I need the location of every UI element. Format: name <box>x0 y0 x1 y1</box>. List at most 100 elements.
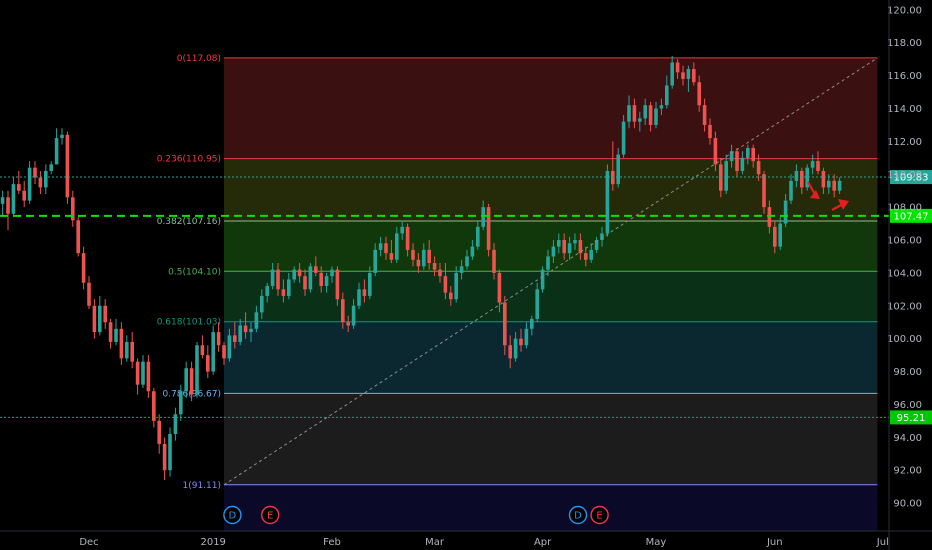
candle-body <box>292 269 296 280</box>
candle <box>22 180 26 208</box>
candle-body <box>578 240 583 254</box>
candle-body <box>557 240 561 247</box>
candle <box>319 266 323 293</box>
candle <box>832 174 836 198</box>
candle <box>141 355 145 388</box>
candle <box>168 427 172 477</box>
candle <box>562 233 566 260</box>
candle-body <box>638 118 642 122</box>
event-marker-letter: E <box>596 511 602 522</box>
candle <box>659 98 664 116</box>
trend-line[interactable] <box>223 57 878 486</box>
candle <box>157 414 161 454</box>
candle-body <box>216 332 221 346</box>
candle <box>713 131 718 171</box>
candle <box>524 322 529 349</box>
candle-body <box>470 246 475 257</box>
earnings-marker[interactable]: E <box>261 505 280 525</box>
time-tick-label: Feb <box>323 537 341 548</box>
candle <box>179 384 183 421</box>
candle-body <box>141 361 145 385</box>
candle <box>238 318 242 346</box>
candle-body <box>832 180 836 191</box>
candle-body <box>92 305 97 333</box>
candle <box>751 144 755 168</box>
candle-body <box>670 62 674 86</box>
candle-body <box>189 368 194 395</box>
earnings-marker[interactable]: E <box>590 505 609 525</box>
candle <box>416 253 421 273</box>
candle <box>389 240 394 264</box>
candle-body <box>794 170 799 181</box>
candle-body <box>546 256 550 270</box>
candle <box>778 217 782 250</box>
candle-body <box>162 443 167 471</box>
candle-body <box>98 305 102 333</box>
candle <box>600 226 604 247</box>
candle-body <box>125 341 129 359</box>
candle <box>270 263 275 290</box>
candle <box>135 358 140 395</box>
price-axis-background <box>889 0 932 550</box>
candle-body <box>724 161 728 191</box>
candle-body <box>270 269 275 287</box>
candle-body <box>324 276 329 287</box>
candle <box>130 332 134 369</box>
candle-body <box>351 305 356 326</box>
price-axis[interactable]: 109.83 107.47 95.21 90.00 92.00 94.00 96.00 98.… <box>887 0 932 550</box>
candle-body <box>395 233 399 260</box>
dividend-marker[interactable]: D <box>223 505 242 525</box>
candle-body <box>416 259 421 267</box>
fib-zone-0.5 <box>224 271 878 322</box>
candle-body <box>297 269 302 277</box>
candle-body <box>702 105 707 125</box>
candle <box>276 263 280 296</box>
price-badge-text: 107.47 <box>894 211 929 222</box>
price-tick-label: 118.00 <box>887 38 922 49</box>
candle <box>17 170 21 194</box>
drawing-overlays[interactable] <box>0 57 889 486</box>
candle <box>400 220 404 241</box>
event-marker-circle <box>261 505 280 525</box>
time-tick-label: 2019 <box>200 537 225 548</box>
candle <box>114 318 118 346</box>
fib-zone-0 <box>224 57 878 159</box>
candle <box>449 286 453 306</box>
fib-level-label: 0(117.08) <box>177 54 221 64</box>
event-marker-letter: D <box>574 511 582 522</box>
candle <box>476 220 480 250</box>
price-tick-label: 94.00 <box>893 433 922 444</box>
candle <box>297 263 302 283</box>
dividend-marker[interactable]: D <box>568 505 588 525</box>
time-axis[interactable]: Dec 2019 Feb Mar Apr May Jun Jul <box>0 530 932 548</box>
candle <box>616 147 620 188</box>
candle <box>249 322 253 342</box>
candle <box>643 98 647 125</box>
fibonacci-retracement[interactable]: 0(117.08) 0.236(110.95) 0.382(107.16) 0.5(1… <box>157 54 878 531</box>
fib-zone-1 <box>224 484 878 531</box>
candle-body <box>616 154 620 185</box>
candle-body <box>600 233 604 241</box>
candle-body <box>562 240 566 254</box>
candle-body <box>152 391 156 421</box>
candle-body <box>789 180 793 201</box>
candle <box>189 361 194 402</box>
candle-body <box>0 197 5 204</box>
candle <box>395 226 399 264</box>
price-tick-label: 98.00 <box>893 367 922 378</box>
candle <box>33 161 37 185</box>
candle-body <box>11 184 16 214</box>
candle <box>821 167 826 194</box>
candle-body <box>389 253 394 260</box>
candle-body <box>422 249 426 267</box>
candle <box>708 118 712 145</box>
candle-body <box>276 269 280 290</box>
candle-body <box>157 420 161 444</box>
candle-body <box>179 391 183 415</box>
candle-body <box>335 269 340 300</box>
candle <box>443 263 448 300</box>
fib-level-label: 1(91.11) <box>182 481 221 491</box>
candle <box>341 292 345 329</box>
